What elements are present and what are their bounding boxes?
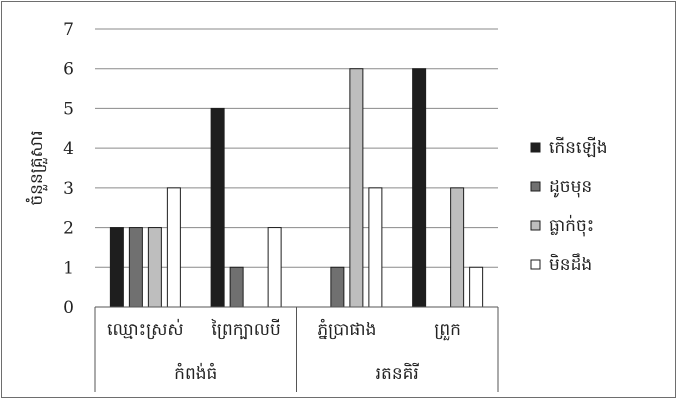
legend-label: កើនឡើង — [549, 136, 608, 158]
bar — [349, 68, 364, 308]
legend-label: មិនដឹង — [549, 253, 592, 275]
bar — [330, 266, 345, 308]
bar — [166, 187, 181, 308]
group-label: រតនគិរី — [376, 362, 419, 384]
y-tick-label: 6 — [63, 60, 74, 80]
bar — [210, 107, 225, 308]
bars — [109, 68, 484, 308]
category-label: ព្រៃក្បាលបី — [211, 318, 281, 340]
legend: កើនឡើងដូចមុនធ្លាក់ចុះមិនដឹង — [530, 136, 608, 275]
legend-swatch — [530, 259, 541, 270]
x-axis — [94, 306, 499, 392]
legend-label: ធ្លាក់ចុះ — [549, 214, 594, 237]
category-labels: ឈ្មោះស្រស់ ព្រៃក្បាលបី ភ្នំប្រាផាង ព្រួក — [107, 318, 461, 341]
legend-swatch — [530, 142, 541, 153]
group-label: កំពង់ធំ — [174, 362, 217, 384]
group-labels: កំពង់ធំ រតនគិរី — [174, 362, 419, 384]
y-tick-label: 0 — [63, 298, 74, 318]
y-tick-label: 2 — [63, 219, 74, 239]
bar — [267, 227, 282, 308]
bar — [368, 187, 383, 308]
legend-swatch — [530, 220, 541, 231]
bar — [229, 266, 244, 308]
bar — [109, 227, 124, 308]
y-tick-label: 7 — [63, 20, 74, 40]
y-tick-label: 5 — [63, 99, 74, 119]
legend-swatch — [530, 181, 541, 192]
bar — [469, 266, 484, 308]
legend-label: ដូចមុន — [549, 177, 592, 198]
bar — [128, 227, 143, 308]
category-label: ភ្នំប្រាផាង — [317, 318, 376, 340]
bar — [147, 227, 162, 308]
y-axis-title: ចំនួនគ្រួសារ — [25, 130, 48, 205]
y-tick-label: 1 — [63, 258, 74, 278]
gridlines — [95, 28, 498, 268]
bar — [412, 68, 427, 308]
y-axis-ticks: 0 1 2 3 4 5 6 7 — [63, 20, 74, 318]
category-label: ឈ្មោះស្រស់ — [107, 318, 183, 340]
y-tick-label: 3 — [63, 179, 74, 199]
bar — [450, 187, 465, 308]
y-tick-label: 4 — [63, 139, 74, 159]
category-label: ព្រួក — [434, 320, 461, 341]
